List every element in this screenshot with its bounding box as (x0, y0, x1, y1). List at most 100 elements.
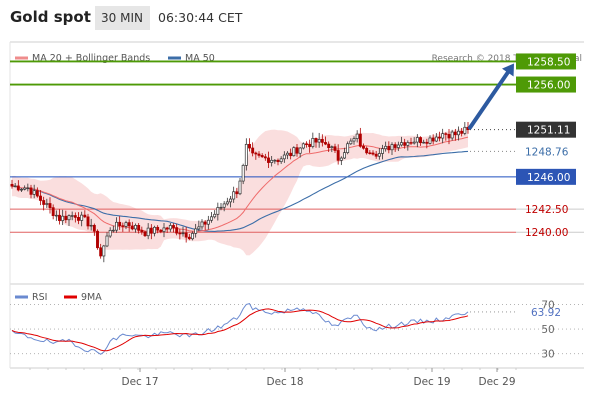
candle-body (165, 227, 169, 230)
candle-body (219, 206, 223, 209)
x-axis: Dec 17 Dec 18 Dec 19 Dec 29 (29, 368, 517, 388)
level-label-support: 1240.00 (525, 227, 568, 239)
candle-body (241, 165, 245, 182)
candle-body (118, 221, 122, 227)
candle-body (434, 136, 438, 142)
ma50-line (11, 150, 469, 232)
candle-body (216, 207, 220, 215)
rsi-legend: RSI 9MA (15, 292, 102, 303)
candle-body (251, 147, 255, 154)
candle-body (257, 153, 261, 156)
candle-body (149, 227, 153, 234)
candle-body (58, 214, 61, 221)
candle-body (23, 187, 27, 190)
candle-body (187, 236, 191, 240)
candle-body (102, 245, 106, 257)
candle-body (244, 143, 248, 166)
last-price-badge (516, 121, 576, 138)
candle-body (168, 225, 172, 230)
candle-body (308, 143, 312, 147)
candle-body (232, 191, 236, 200)
candle-body (362, 145, 365, 149)
candle-body (99, 247, 103, 257)
candle-body (146, 227, 150, 237)
candle-body (67, 215, 71, 221)
candle-body (368, 152, 372, 154)
candle-body (172, 225, 175, 228)
candle-body (263, 156, 267, 159)
candle-body (45, 203, 49, 205)
candle-body (425, 141, 429, 144)
candle-body (260, 155, 264, 158)
candle-body (279, 158, 283, 163)
candle-body (460, 130, 464, 134)
timeframe-badge-bg (95, 6, 150, 30)
ma20-legend-label: MA 20 + Bollinger Bands (32, 53, 150, 64)
candle-body (254, 152, 258, 155)
candle-body (298, 147, 302, 154)
forecast-arrow-head (502, 63, 514, 77)
candle-body (248, 143, 251, 149)
candle-body (343, 152, 346, 159)
candle-body (431, 137, 435, 142)
x-tick-label: Dec 17 (121, 376, 158, 388)
candle-body (305, 143, 308, 145)
candle-body (352, 138, 356, 142)
candle-body (210, 216, 213, 221)
rsi-value-label: 63.92 (531, 307, 561, 319)
candle-body (222, 203, 226, 208)
candle-body (358, 133, 362, 147)
candle-body (115, 221, 118, 231)
candle-body (51, 207, 55, 216)
candle-body (73, 215, 77, 218)
candle-body (39, 195, 42, 201)
candle-body (355, 133, 359, 139)
candle-body (447, 134, 451, 139)
candle-body (225, 201, 229, 205)
level-label-resistance: 1258.50 (527, 56, 570, 68)
candle-body (143, 231, 147, 237)
candle-body (48, 203, 52, 209)
rsi-tick-label: 30 (541, 349, 554, 361)
candle-body (396, 144, 400, 148)
rsi-panel: RSI 9MA 70 50 30 63.92 (9, 284, 584, 369)
candle-body (42, 200, 46, 205)
level-badge-pivot (516, 168, 576, 185)
candle-body (349, 140, 353, 145)
candle-body (384, 145, 388, 150)
level-label-pivot: 1246.00 (527, 172, 570, 184)
price-guides (470, 129, 516, 152)
candle-body (270, 159, 274, 163)
candle-body (267, 157, 270, 163)
candle-body (320, 139, 324, 143)
candle-body (438, 136, 441, 139)
candle-body (381, 148, 384, 154)
candle-body (194, 228, 198, 234)
candle-body (333, 146, 337, 151)
candle-body (134, 224, 137, 230)
candle-body (450, 131, 454, 139)
x-tick-label: Dec 19 (413, 376, 450, 388)
candle-body (457, 130, 460, 136)
candle-body (428, 137, 432, 144)
candle-body (140, 230, 144, 233)
candle-body (441, 133, 445, 139)
x-tick-label: Dec 18 (266, 376, 303, 388)
candle-body (444, 133, 448, 135)
candle-body (77, 217, 80, 221)
rsi-lines (11, 303, 516, 355)
level-badge-resistance (516, 53, 576, 70)
rsi-legend-label: RSI (32, 292, 47, 303)
rsi-tick-label: 50 (541, 324, 554, 336)
candle-body (229, 198, 232, 203)
candle-body (35, 190, 39, 197)
timeframe-badge[interactable]: 30 MIN (101, 11, 143, 25)
chart-header: Gold spot 30 MIN 06:30:44 CET (10, 6, 243, 30)
candle-body (64, 215, 68, 221)
candle-body (83, 214, 87, 218)
candle-body (286, 152, 289, 156)
candle-body (13, 185, 17, 188)
candle-body (301, 143, 305, 149)
price-axis-labels: 1258.50 1256.00 1246.00 1242.50 1240.00 1251.… (516, 53, 576, 239)
